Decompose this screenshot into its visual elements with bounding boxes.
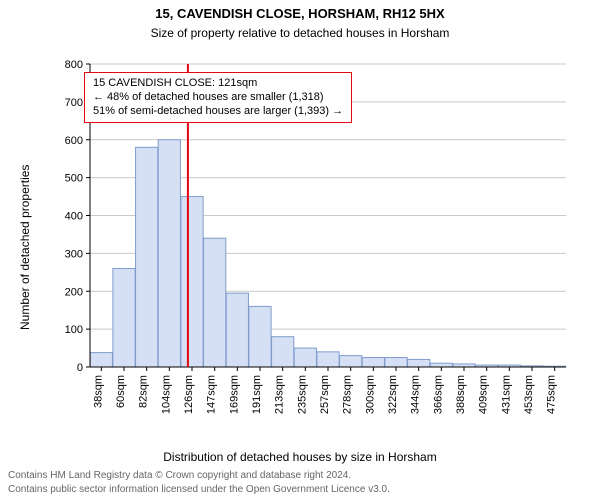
chart-container: { "title_line1": "15, CAVENDISH CLOSE, H… — [0, 0, 600, 500]
svg-text:104sqm: 104sqm — [160, 375, 172, 414]
svg-text:200: 200 — [65, 286, 83, 298]
svg-text:366sqm: 366sqm — [432, 375, 444, 414]
svg-text:388sqm: 388sqm — [455, 375, 467, 414]
credit-line-1: Contains HM Land Registry data © Crown c… — [8, 470, 351, 481]
svg-text:300: 300 — [65, 248, 83, 260]
svg-text:257sqm: 257sqm — [319, 375, 331, 414]
legend-box: 15 CAVENDISH CLOSE: 121sqm ← 48% of deta… — [84, 72, 352, 123]
svg-text:213sqm: 213sqm — [274, 375, 286, 414]
svg-text:344sqm: 344sqm — [410, 375, 422, 414]
svg-text:322sqm: 322sqm — [387, 375, 399, 414]
svg-text:235sqm: 235sqm — [296, 375, 308, 414]
svg-text:126sqm: 126sqm — [183, 375, 195, 414]
svg-text:700: 700 — [65, 97, 83, 109]
svg-text:600: 600 — [65, 135, 83, 147]
svg-text:169sqm: 169sqm — [228, 375, 240, 414]
svg-text:475sqm: 475sqm — [546, 375, 558, 414]
svg-text:453sqm: 453sqm — [523, 375, 535, 414]
chart-title-line1: 15, CAVENDISH CLOSE, HORSHAM, RH12 5HX — [0, 6, 600, 21]
legend-line-3: 51% of semi-detached houses are larger (… — [93, 105, 343, 119]
svg-text:60sqm: 60sqm — [115, 375, 127, 408]
x-axis-label: Distribution of detached houses by size … — [0, 450, 600, 464]
svg-text:82sqm: 82sqm — [138, 375, 150, 408]
credit-line-2: Contains public sector information licen… — [8, 484, 390, 495]
svg-text:191sqm: 191sqm — [251, 375, 263, 414]
legend-line-2: ← 48% of detached houses are smaller (1,… — [93, 91, 343, 105]
svg-text:400: 400 — [65, 211, 83, 223]
svg-text:300sqm: 300sqm — [364, 375, 376, 414]
svg-text:0: 0 — [77, 362, 83, 374]
legend-line-1: 15 CAVENDISH CLOSE: 121sqm — [93, 77, 343, 91]
svg-text:100: 100 — [65, 324, 83, 336]
chart-title-line2: Size of property relative to detached ho… — [0, 26, 600, 40]
svg-text:147sqm: 147sqm — [206, 375, 218, 414]
svg-text:431sqm: 431sqm — [500, 375, 512, 414]
svg-text:500: 500 — [65, 173, 83, 185]
svg-text:278sqm: 278sqm — [342, 375, 354, 414]
y-axis-label: Number of detached properties — [18, 165, 32, 330]
svg-text:800: 800 — [65, 60, 83, 71]
svg-text:38sqm: 38sqm — [92, 375, 104, 408]
svg-text:409sqm: 409sqm — [478, 375, 490, 414]
